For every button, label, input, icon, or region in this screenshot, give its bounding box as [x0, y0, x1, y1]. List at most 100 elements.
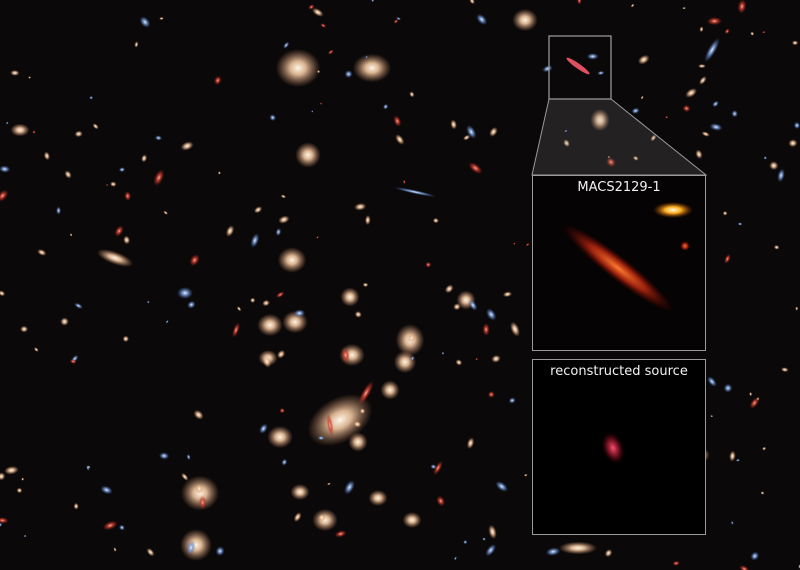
- galaxy: [23, 534, 27, 538]
- galaxy: [760, 491, 765, 495]
- galaxy: [486, 308, 497, 321]
- galaxy: [290, 484, 310, 500]
- galaxy: [731, 110, 738, 118]
- red-source: [680, 241, 690, 251]
- galaxy: [158, 452, 170, 460]
- galaxy: [340, 287, 360, 307]
- galaxy: [308, 4, 315, 10]
- galaxy: [73, 502, 79, 510]
- galaxy: [425, 261, 432, 268]
- galaxy: [577, 0, 582, 5]
- galaxy: [86, 465, 90, 471]
- galaxy: [491, 354, 501, 363]
- galaxy: [105, 183, 109, 187]
- galaxy: [482, 323, 490, 336]
- galaxy: [236, 306, 242, 312]
- galaxy: [311, 110, 314, 113]
- galaxy: [118, 167, 126, 173]
- galaxy: [502, 291, 513, 298]
- galaxy: [198, 495, 207, 510]
- galaxy: [33, 347, 39, 352]
- galaxy: [0, 290, 6, 297]
- galaxy: [159, 16, 164, 21]
- galaxy: [513, 242, 516, 245]
- lensed-galaxy-inset: MACS2129-1: [532, 175, 706, 351]
- galaxy: [701, 131, 710, 137]
- galaxy: [441, 351, 445, 355]
- galaxy: [682, 6, 686, 10]
- galaxy: [69, 358, 77, 365]
- galaxy: [706, 17, 723, 26]
- galaxy: [393, 187, 437, 197]
- galaxy: [327, 49, 334, 55]
- foreground-galaxy: [653, 202, 693, 218]
- galaxy: [122, 335, 130, 343]
- galaxy: [749, 397, 760, 409]
- galaxy: [682, 104, 691, 113]
- galaxy: [699, 26, 704, 33]
- galaxy: [269, 114, 277, 122]
- galaxy: [275, 291, 285, 298]
- galaxy: [354, 311, 362, 318]
- galaxy: [316, 69, 321, 74]
- galaxy: [489, 127, 498, 137]
- galaxy: [186, 540, 196, 555]
- galaxy: [525, 243, 530, 247]
- galaxy: [262, 299, 270, 307]
- galaxy: [469, 0, 475, 5]
- galaxy: [317, 435, 325, 441]
- galaxy: [558, 541, 598, 555]
- galaxy: [32, 130, 36, 134]
- galaxy: [393, 350, 417, 374]
- galaxy: [113, 547, 117, 552]
- galaxy: [123, 235, 131, 245]
- galaxy: [468, 299, 478, 311]
- galaxy: [217, 171, 221, 175]
- galaxy: [189, 254, 200, 267]
- galaxy: [232, 322, 240, 338]
- galaxy: [89, 95, 94, 100]
- galaxy: [312, 508, 338, 532]
- galaxy: [134, 41, 139, 48]
- galaxy: [723, 383, 733, 393]
- galaxy: [650, 134, 657, 142]
- galaxy: [542, 65, 553, 73]
- galaxy: [749, 391, 753, 397]
- galaxy: [281, 458, 288, 466]
- galaxy: [482, 537, 486, 541]
- galaxy: [632, 155, 639, 161]
- lensed-galaxy: [562, 223, 674, 313]
- zoom-source-box: [548, 35, 612, 100]
- galaxy: [364, 215, 371, 226]
- galaxy: [365, 55, 368, 59]
- galaxy: [630, 3, 635, 8]
- reconstructed-source-image: [601, 431, 625, 465]
- galaxy: [10, 123, 30, 137]
- galaxy: [293, 512, 302, 523]
- galaxy: [326, 413, 334, 437]
- galaxy: [60, 317, 69, 326]
- galaxy: [722, 210, 728, 216]
- galaxy: [213, 75, 222, 86]
- galaxy: [139, 16, 151, 28]
- galaxy: [371, 0, 375, 3]
- galaxy: [545, 547, 561, 556]
- galaxy: [177, 287, 193, 299]
- galaxy: [320, 23, 327, 28]
- galaxy: [141, 154, 148, 163]
- galaxy: [409, 91, 415, 98]
- galaxy: [21, 477, 25, 481]
- galaxy: [146, 300, 150, 304]
- galaxy: [28, 76, 32, 79]
- galaxy: [10, 69, 20, 76]
- galaxy: [762, 30, 766, 34]
- galaxy: [512, 8, 538, 32]
- galaxy: [685, 88, 698, 98]
- inset-label-macs2129: MACS2129-1: [577, 180, 661, 195]
- galaxy: [476, 13, 488, 26]
- galaxy: [495, 480, 509, 492]
- galaxy: [253, 206, 263, 214]
- galaxy: [402, 179, 406, 184]
- galaxy: [402, 512, 422, 528]
